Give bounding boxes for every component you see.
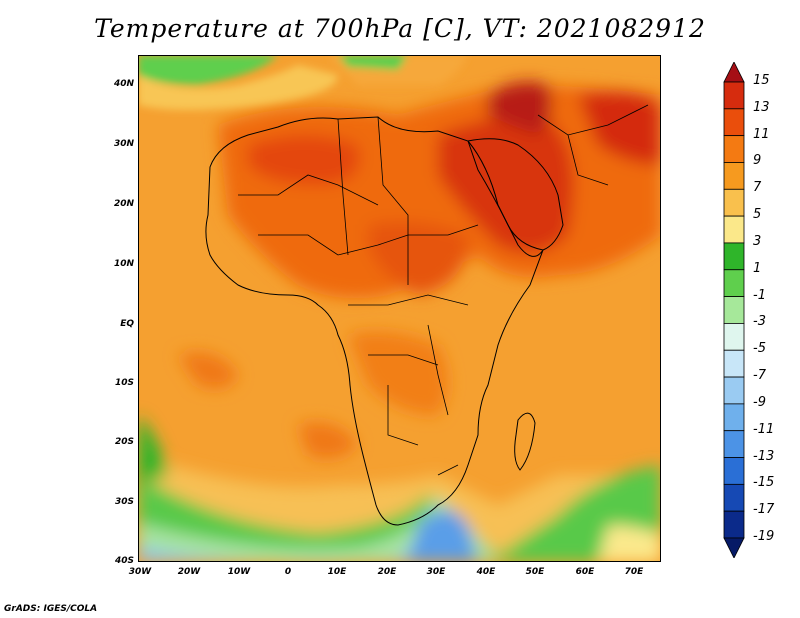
colorbar-label: -11 bbox=[753, 421, 775, 437]
colorbar bbox=[723, 62, 745, 558]
madagascar-outline bbox=[514, 412, 536, 471]
lon-label-60e: 60E bbox=[575, 567, 595, 577]
colorbar-label: -1 bbox=[753, 287, 766, 303]
field-peak bbox=[488, 81, 552, 135]
field-atlantic-warm bbox=[178, 352, 238, 389]
chart-title: Temperature at 700hPa [C], VT: 202108291… bbox=[94, 14, 706, 43]
colorbar-cell bbox=[723, 323, 745, 351]
lat-label-40n: 40N bbox=[113, 79, 134, 89]
colorbar-cell bbox=[723, 62, 745, 83]
colorbar-label: -15 bbox=[753, 475, 775, 491]
lat-label-20s: 20S bbox=[114, 437, 134, 447]
colorbar-label: -9 bbox=[753, 394, 766, 410]
field-sw-green bbox=[138, 415, 168, 485]
temperature-map bbox=[138, 55, 661, 562]
lon-label-40e: 40E bbox=[476, 567, 496, 577]
colorbar-label: 15 bbox=[753, 73, 770, 88]
colorbar-cell bbox=[723, 215, 745, 244]
colorbar-label: 1 bbox=[753, 260, 762, 276]
field-nw-green bbox=[138, 55, 278, 85]
lon-label-20w: 20W bbox=[177, 567, 201, 577]
colorbar-label: 9 bbox=[753, 153, 762, 169]
field-south-darkblue bbox=[408, 510, 478, 562]
lon-label-30e: 30E bbox=[426, 567, 446, 577]
colorbar-cell bbox=[723, 403, 745, 432]
arabia-outline bbox=[467, 138, 564, 251]
colorbar-cell bbox=[723, 430, 745, 458]
country-borders bbox=[238, 104, 649, 476]
colorbar-cell bbox=[723, 376, 745, 405]
lon-label-20e: 20E bbox=[377, 567, 397, 577]
colorbar-label: 5 bbox=[753, 207, 762, 223]
lon-label-10w: 10W bbox=[227, 567, 251, 577]
field-iran-hot bbox=[578, 91, 661, 165]
colorbar-cell bbox=[723, 349, 745, 378]
field-central-warm bbox=[348, 331, 448, 415]
colorbar-cell bbox=[723, 81, 745, 110]
lat-label-30s: 30S bbox=[114, 497, 134, 507]
grads-credit: GrADS: IGES/COLA bbox=[4, 604, 98, 614]
lon-label-0: 0 bbox=[284, 567, 292, 577]
colorbar-label: 13 bbox=[753, 99, 770, 115]
lon-label-30w: 30W bbox=[128, 567, 152, 577]
lon-label-50e: 50E bbox=[525, 567, 545, 577]
colorbar-cell bbox=[723, 108, 745, 137]
field-sahara-hot bbox=[248, 135, 360, 185]
field-arabia-hot bbox=[438, 115, 574, 253]
field-kalahari-warm bbox=[298, 422, 358, 459]
colorbar-label: 7 bbox=[753, 180, 762, 196]
field-nw-yellow bbox=[138, 65, 338, 110]
colorbar-label: -5 bbox=[753, 341, 766, 357]
colorbar-cell bbox=[723, 162, 745, 190]
colorbar-label: -19 bbox=[753, 529, 775, 544]
lat-label-30n: 30N bbox=[113, 139, 134, 149]
colorbar-cell bbox=[723, 135, 745, 163]
colorbar-label: -3 bbox=[753, 314, 766, 330]
colorbar-label: 3 bbox=[753, 233, 762, 249]
field-south-green bbox=[138, 465, 661, 562]
lon-label-70e: 70E bbox=[624, 567, 644, 577]
colorbar-cell bbox=[723, 510, 745, 539]
lon-label-10e: 10E bbox=[327, 567, 347, 577]
africa-outline bbox=[205, 116, 544, 526]
colorbar-cell bbox=[723, 537, 745, 558]
field-se-yellow bbox=[598, 525, 661, 562]
colorbar-label: -7 bbox=[753, 368, 766, 384]
colorbar-cell bbox=[723, 188, 745, 217]
field-med-green bbox=[338, 55, 408, 70]
lat-label-10s: 10S bbox=[114, 378, 134, 388]
colorbar-cell bbox=[723, 269, 745, 297]
colorbar-label: -13 bbox=[753, 448, 775, 464]
colorbar-label: 11 bbox=[753, 126, 770, 142]
colorbar-cell bbox=[723, 483, 745, 512]
field-south-lightgreen bbox=[138, 495, 498, 562]
lat-label-10n: 10N bbox=[113, 259, 134, 269]
lat-label-eq: EQ bbox=[120, 319, 134, 329]
colorbar-cell bbox=[723, 296, 745, 324]
colorbar-cell bbox=[723, 457, 745, 485]
colorbar-label: -17 bbox=[753, 502, 775, 518]
lat-label-40s: 40S bbox=[114, 556, 134, 566]
lat-label-20n: 20N bbox=[113, 199, 134, 209]
colorbar-cell bbox=[723, 242, 745, 271]
